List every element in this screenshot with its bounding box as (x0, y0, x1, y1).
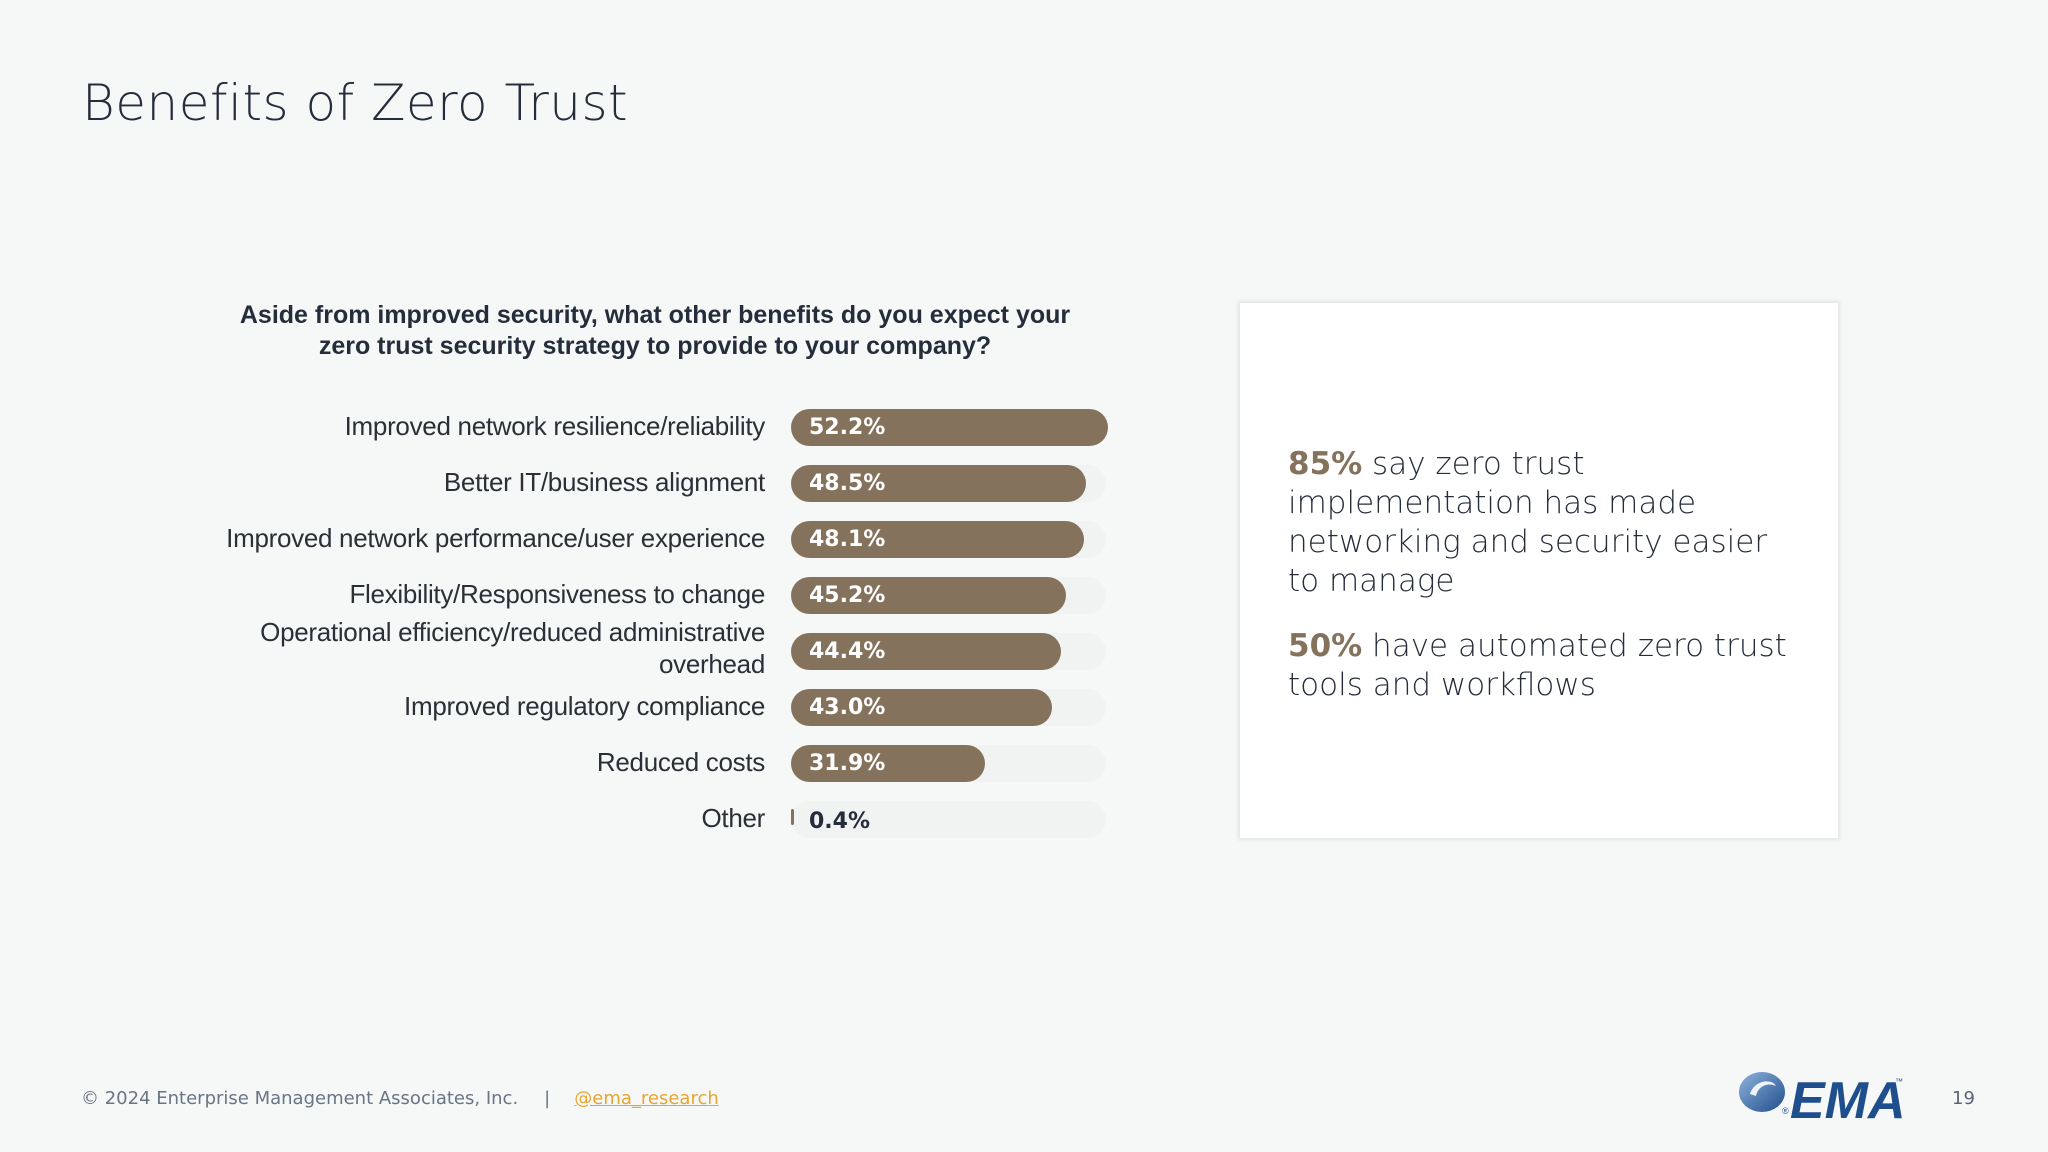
bar-value: 44.4% (809, 639, 886, 664)
logo-text: EMA (1790, 1072, 1906, 1124)
copyright: © 2024 Enterprise Management Associates,… (81, 1088, 519, 1109)
row-label-line1: Operational efficiency/reduced administr… (260, 617, 765, 647)
chart-question: Aside from improved security, what other… (200, 300, 1110, 362)
chart-row: Improved network performance/user experi… (0, 512, 1200, 568)
svg-text:™: ™ (1895, 1077, 1903, 1086)
bar (791, 689, 1052, 726)
bar (791, 745, 985, 782)
row-label: Flexibility/Responsiveness to change (349, 579, 765, 609)
chart-question-line2: zero trust security strategy to provide … (318, 332, 992, 360)
chart-row: Improved network resilience/reliability … (0, 400, 1200, 456)
chart-row: Operational efficiency/reduced administr… (0, 617, 1200, 680)
bar-value: 48.5% (809, 471, 886, 496)
stat-number: 50% (1288, 628, 1363, 664)
svg-text:®: ® (1782, 1106, 1789, 1116)
chart-row: Improved regulatory compliance 43.0% (0, 680, 1200, 736)
bar (791, 521, 1084, 558)
footer-separator: | (544, 1088, 551, 1109)
ema-swirl-icon: EMA ™ ® (1739, 1072, 1906, 1130)
callout-panel: 85% say zero trust implementation has ma… (1240, 303, 1838, 838)
stat-text: have automated zero trust tools and work… (1288, 628, 1787, 703)
row-label: Reduced costs (596, 747, 765, 777)
row-label: Other (701, 803, 765, 833)
ema-logo: EMA ™ ® (1738, 1068, 1908, 1130)
slide-title: Benefits of Zero Trust (82, 74, 629, 132)
bar (791, 809, 794, 825)
bar-value: 48.1% (809, 527, 886, 552)
twitter-handle-link[interactable]: @ema_research (574, 1088, 719, 1109)
bar-track (791, 801, 1106, 838)
chart-row: Other 0.4% (0, 792, 1200, 848)
stat-number: 85% (1288, 446, 1363, 482)
chart-row: Flexibility/Responsiveness to change 45.… (0, 568, 1200, 624)
row-label: Better IT/business alignment (443, 467, 765, 497)
bar (791, 633, 1061, 670)
footer: © 2024 Enterprise Management Associates,… (81, 1088, 719, 1109)
chart-row: Better IT/business alignment 48.5% (0, 456, 1200, 512)
bar (791, 409, 1108, 446)
callout-stat-2: 50% have automated zero trust tools and … (1288, 627, 1808, 705)
bar (791, 465, 1086, 502)
bar-value: 31.9% (809, 751, 886, 776)
bar-value: 43.0% (809, 695, 886, 720)
row-label: Improved regulatory compliance (404, 691, 765, 721)
bar-value: 0.4% (809, 809, 871, 834)
bar-value: 52.2% (809, 415, 886, 440)
bar-chart: Aside from improved security, what other… (0, 0, 1200, 900)
bar-value: 45.2% (809, 583, 886, 608)
chart-row: Reduced costs 31.9% (0, 736, 1200, 792)
bar (791, 577, 1066, 614)
callout-stat-1: 85% say zero trust implementation has ma… (1288, 445, 1808, 601)
row-label: Improved network resilience/reliability (344, 411, 766, 441)
row-label: Operational efficiency/reduced administr… (260, 616, 765, 680)
row-label: Improved network performance/user experi… (226, 523, 765, 553)
page-number: 19 (1952, 1088, 1975, 1109)
stat-text: say zero trust implementation has made n… (1288, 446, 1768, 599)
row-label-line2: overhead (658, 649, 765, 679)
chart-question-line1: Aside from improved security, what other… (239, 301, 1071, 329)
